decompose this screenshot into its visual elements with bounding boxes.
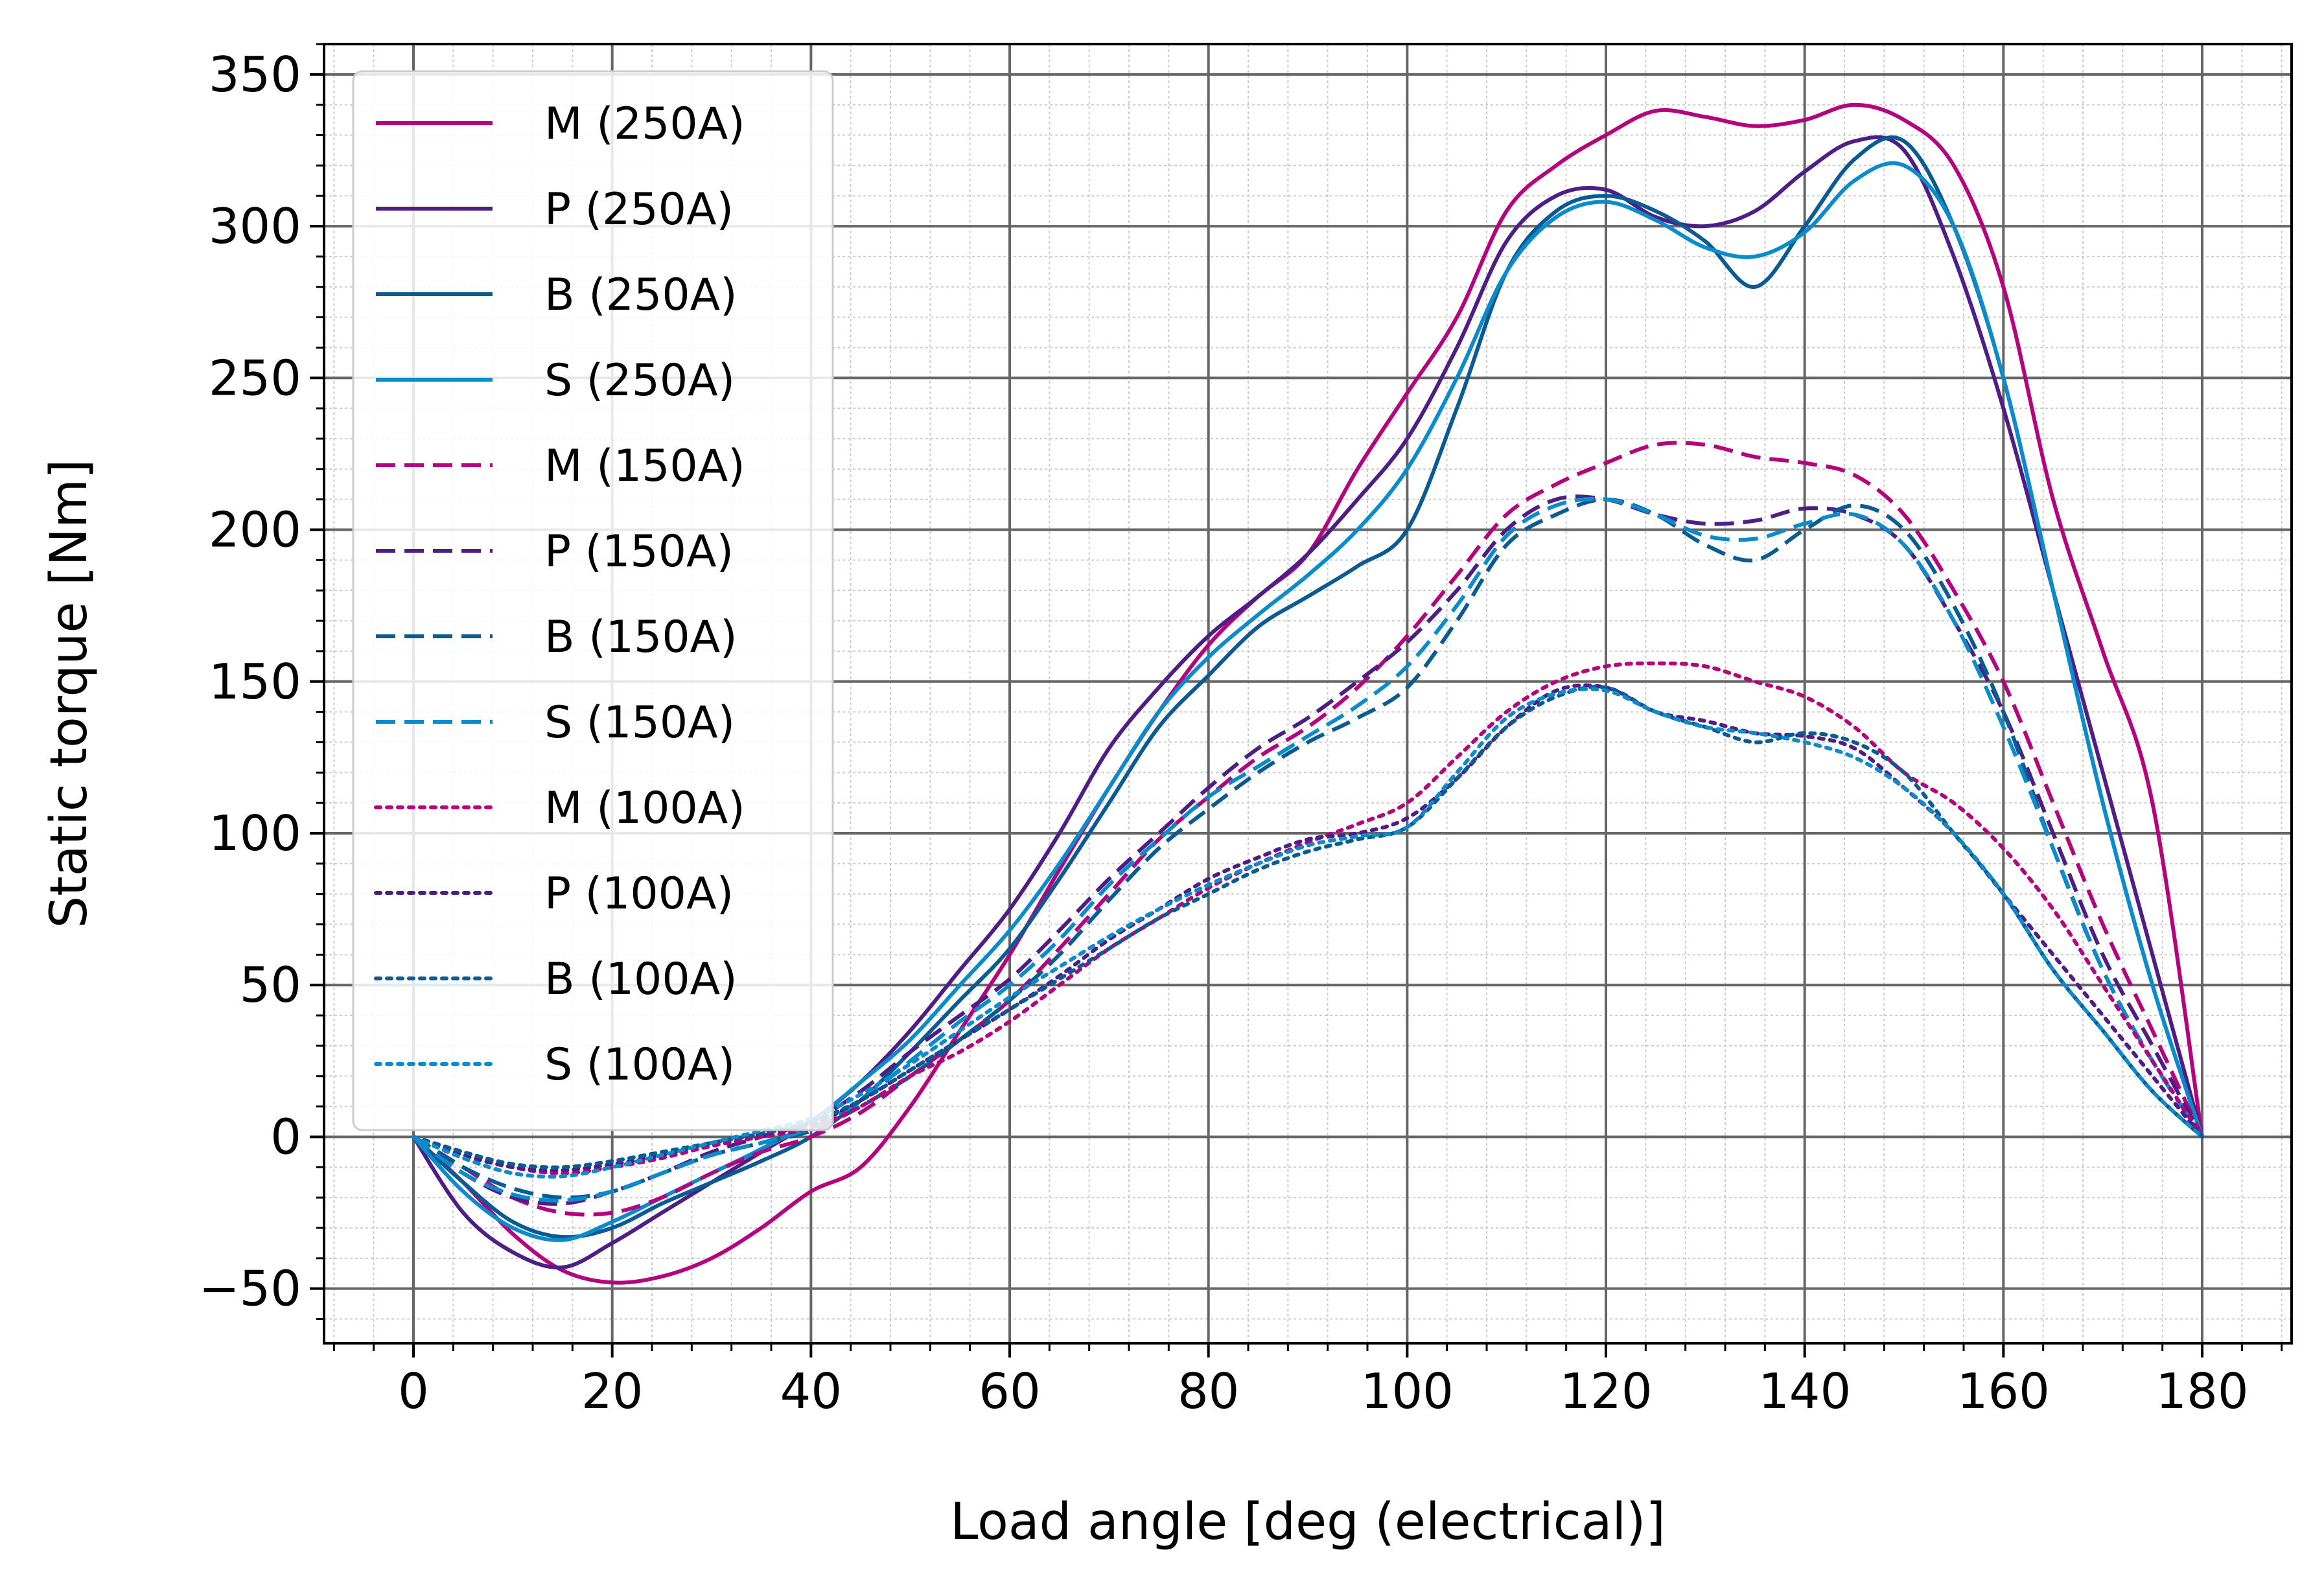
y-tick-label: 50: [240, 956, 301, 1013]
series-line: [412, 135, 2204, 1270]
y-tick-label: 150: [209, 653, 301, 710]
plot-frame: [323, 43, 2293, 1345]
series-line: [412, 102, 2204, 1285]
legend-label: B (100A): [544, 954, 738, 1005]
x-tick-label: 180: [2156, 1363, 2248, 1420]
y-tick-label: 300: [209, 198, 301, 255]
legend-label: P (150A): [544, 526, 734, 577]
y-tick-label: 0: [270, 1108, 301, 1165]
x-tick-label: 80: [1178, 1363, 1239, 1420]
x-tick-label: 40: [780, 1363, 842, 1420]
y-tick-label: 100: [209, 805, 301, 862]
legend: M (250A) P (250A) B (250A) S (250A) M (150A)…: [352, 70, 834, 1131]
legend-label: B (150A): [544, 612, 738, 663]
axis-ticks: 0 20 40 60 80 100 120 140 160 180 −50 0 50 100 150 200 2…: [199, 43, 2283, 1420]
x-tick-label: 100: [1361, 1363, 1454, 1420]
series-line: [412, 685, 2204, 1170]
x-axis-label: Load angle [deg (electrical)]: [950, 1493, 1666, 1551]
y-tick-label: −50: [199, 1260, 301, 1317]
legend-label: S (150A): [544, 697, 735, 748]
y-tick-label: 250: [209, 349, 301, 406]
legend-label: S (100A): [544, 1039, 735, 1091]
series-line: [412, 661, 2204, 1175]
legend-label: P (100A): [544, 868, 734, 919]
legend-label: M (150A): [544, 441, 745, 492]
legend-label: S (250A): [544, 355, 735, 406]
legend-box: [352, 70, 834, 1131]
series-line: [412, 687, 2204, 1179]
legend-label: B (250A): [544, 270, 738, 321]
x-tick-label: 160: [1957, 1363, 2050, 1420]
y-tick-label: 200: [209, 502, 301, 559]
series-lines: [412, 102, 2204, 1285]
series-line: [412, 496, 2204, 1203]
series-line: [412, 683, 2204, 1173]
y-tick-label: 350: [209, 46, 301, 103]
series-line: [412, 441, 2204, 1217]
x-tick-label: 0: [398, 1363, 429, 1420]
x-tick-label: 140: [1758, 1363, 1851, 1420]
x-tick-label: 20: [581, 1363, 643, 1420]
legend-label: M (100A): [544, 783, 745, 834]
legend-label: P (250A): [544, 184, 734, 235]
series-line: [412, 161, 2204, 1242]
x-tick-label: 120: [1559, 1363, 1652, 1420]
x-tick-label: 60: [979, 1363, 1040, 1420]
y-axis-label: Static torque [Nm]: [40, 459, 99, 929]
legend-label: M (250A): [544, 98, 745, 150]
